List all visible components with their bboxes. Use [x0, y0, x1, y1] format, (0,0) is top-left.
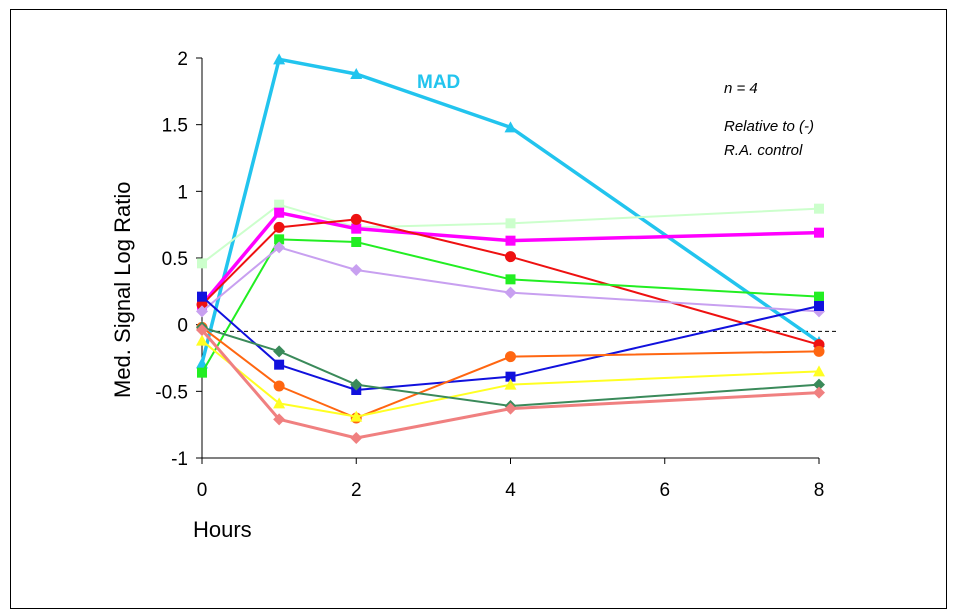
- data-point: [814, 227, 824, 238]
- series-line: [201, 326, 820, 407]
- series-0: [196, 53, 825, 369]
- data-point: [505, 351, 516, 363]
- data-point: [350, 68, 363, 79]
- axes: -1 -0.5 0 0.5 1 1.5 2 0 2 4 6 8: [155, 49, 836, 501]
- x-tick-label: 6: [659, 480, 670, 501]
- line-chart: -1 -0.5 0 0.5 1 1.5 2 0 2 4 6 8: [155, 49, 836, 501]
- y-tick-label: 0: [177, 316, 188, 337]
- data-point: [351, 237, 362, 247]
- data-point: [505, 218, 516, 229]
- data-point: [814, 203, 824, 214]
- series-4: [197, 234, 824, 378]
- data-point: [813, 386, 825, 399]
- series-label-mad: MAD: [417, 72, 461, 93]
- data-point: [196, 334, 208, 346]
- data-point: [273, 53, 286, 65]
- y-tick-label: 1.5: [162, 116, 188, 137]
- x-axis-label: Hours: [193, 517, 252, 542]
- series-10: [196, 324, 825, 444]
- data-point: [813, 365, 825, 377]
- data-point: [813, 345, 825, 357]
- data-point: [350, 410, 363, 422]
- data-point: [273, 221, 285, 233]
- y-tick-label: -1: [171, 449, 188, 470]
- data-point: [505, 371, 516, 382]
- data-point: [274, 199, 285, 210]
- data-point: [813, 378, 825, 391]
- data-point: [504, 121, 517, 133]
- y-tick-label: -0.5: [155, 382, 188, 403]
- data-point: [197, 258, 207, 269]
- data-point: [273, 397, 286, 409]
- sample-size-note: n = 4: [724, 80, 758, 97]
- data-point: [196, 305, 208, 318]
- data-point: [274, 359, 285, 370]
- data-point: [350, 213, 362, 225]
- relative-note-line1: Relative to (-): [724, 118, 815, 135]
- data-point: [814, 301, 824, 311]
- data-point: [505, 251, 516, 263]
- data-point: [197, 291, 207, 302]
- series-8: [196, 334, 825, 422]
- data-point: [351, 223, 362, 234]
- y-axis-label: Med. Signal Log Ratio: [110, 181, 135, 398]
- data-point: [273, 413, 286, 426]
- data-point: [350, 264, 363, 276]
- data-point: [274, 207, 285, 218]
- series-group: [196, 53, 825, 444]
- data-point: [814, 291, 824, 302]
- data-point: [505, 235, 516, 246]
- x-tick-label: 4: [505, 480, 516, 501]
- relative-note-line2: R.A. control: [724, 142, 803, 159]
- data-point: [504, 286, 517, 299]
- data-point: [350, 378, 363, 391]
- data-point: [197, 367, 207, 378]
- data-point: [350, 432, 363, 444]
- y-tick-label: 1: [177, 182, 188, 203]
- data-point: [273, 380, 285, 392]
- data-point: [273, 345, 286, 358]
- y-tick-label: 0.5: [162, 249, 188, 270]
- data-point: [274, 234, 285, 245]
- data-point: [273, 241, 286, 254]
- data-point: [196, 324, 208, 336]
- data-point: [505, 274, 516, 285]
- x-tick-label: 0: [197, 480, 208, 501]
- data-point: [504, 378, 517, 390]
- data-point: [504, 402, 517, 415]
- y-tick-label: 2: [177, 49, 188, 70]
- data-point: [196, 299, 208, 311]
- x-tick-label: 2: [351, 480, 362, 501]
- x-tick-label: 8: [814, 480, 825, 501]
